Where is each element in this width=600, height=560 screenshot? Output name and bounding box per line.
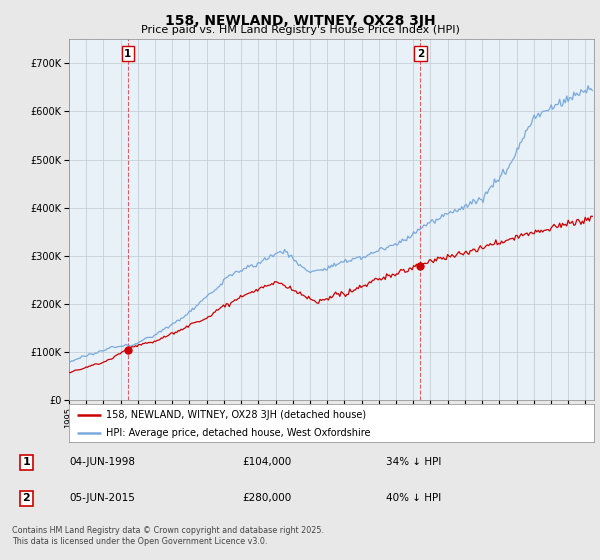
Text: 1: 1 (23, 457, 30, 467)
Text: Contains HM Land Registry data © Crown copyright and database right 2025.
This d: Contains HM Land Registry data © Crown c… (12, 526, 324, 546)
Text: 40% ↓ HPI: 40% ↓ HPI (386, 493, 442, 503)
Text: £280,000: £280,000 (242, 493, 292, 503)
Text: 2: 2 (417, 49, 424, 59)
Text: 05-JUN-2015: 05-JUN-2015 (70, 493, 136, 503)
Text: 158, NEWLAND, WITNEY, OX28 3JH: 158, NEWLAND, WITNEY, OX28 3JH (164, 14, 436, 28)
Text: 2: 2 (23, 493, 30, 503)
Text: £104,000: £104,000 (242, 457, 292, 467)
Text: Price paid vs. HM Land Registry's House Price Index (HPI): Price paid vs. HM Land Registry's House … (140, 25, 460, 35)
Text: 158, NEWLAND, WITNEY, OX28 3JH (detached house): 158, NEWLAND, WITNEY, OX28 3JH (detached… (106, 410, 366, 420)
Text: 34% ↓ HPI: 34% ↓ HPI (386, 457, 442, 467)
Text: HPI: Average price, detached house, West Oxfordshire: HPI: Average price, detached house, West… (106, 428, 370, 438)
Text: 04-JUN-1998: 04-JUN-1998 (70, 457, 136, 467)
Text: 1: 1 (124, 49, 131, 59)
